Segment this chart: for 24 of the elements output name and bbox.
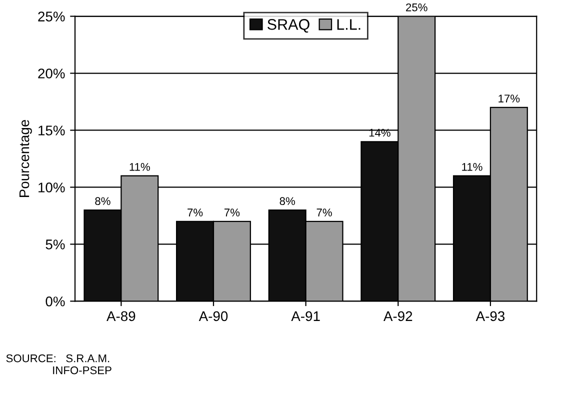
x-tick-label: A-91	[291, 311, 320, 322]
data-label: 11%	[462, 163, 482, 171]
y-tick-label: 5%	[46, 240, 65, 250]
data-label: 7%	[316, 208, 332, 216]
data-label: 17%	[498, 94, 520, 102]
y-tick-label: 15%	[38, 126, 65, 136]
y-axis-title: Pourcentage	[20, 120, 32, 197]
x-tick-label: A-90	[198, 311, 228, 322]
data-label: 11%	[130, 163, 150, 171]
x-tick-label: A-89	[106, 311, 136, 322]
data-label: 8%	[95, 197, 110, 206]
source-note: SOURCE: S.R.A.M. INFO-PSEP	[6, 354, 112, 374]
legend-label: SRAQ	[268, 19, 310, 33]
y-tick-label: 25%	[38, 12, 65, 22]
y-tick-label: 20%	[38, 68, 65, 78]
y-tick-label: 0%	[46, 296, 65, 306]
x-tick-label: A-92	[383, 311, 412, 322]
data-label: 25%	[406, 3, 428, 12]
data-label: 7%	[224, 208, 240, 216]
data-label: 8%	[280, 197, 295, 206]
x-tick-label: A-93	[476, 311, 505, 322]
y-tick-label: 10%	[38, 182, 65, 192]
legend-label: L.L.	[337, 19, 360, 30]
data-label: 7%	[188, 208, 203, 216]
